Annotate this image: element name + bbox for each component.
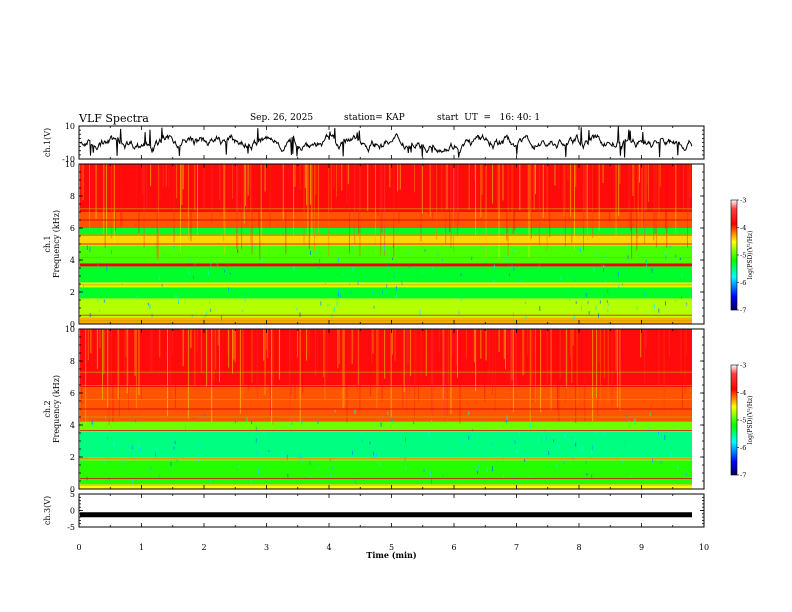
station-label: station= KAP [344, 113, 405, 123]
ch1-spectrogram-ytick-3: 6 [70, 224, 75, 233]
ch1-spectrogram-colorbar-tick-4: -7 [740, 307, 746, 315]
xtick-label-4: 4 [326, 543, 331, 552]
ch2-spectrogram-ytick-0: 0 [70, 485, 75, 494]
xtick-label-9: 9 [639, 543, 644, 552]
ch1-series-line [79, 126, 693, 158]
ch1-spectrogram-band-10 [80, 164, 692, 212]
ch1-spectrogram-ytick-2: 4 [70, 256, 75, 265]
ch3-waveform-ytick-1: 0 [70, 507, 75, 516]
ch1-spectrogram-colorbar [730, 199, 738, 311]
ch1-ylabel: ch.1(V) [43, 128, 52, 157]
ch3-waveform-ytick-0: 5 [70, 490, 75, 499]
ch1-spectrogram-colorbar-tick-2: -5 [740, 252, 746, 260]
ch2-spectrogram-sferics [80, 329, 692, 486]
ch2-spectrogram-band-1 [80, 460, 692, 485]
ch2-spectrogram-ytick-4: 8 [70, 357, 75, 366]
ch2-spectrogram-colorbar-tick-1: -4 [740, 389, 746, 397]
date-label: Sep. 26, 2025 [250, 113, 314, 123]
ch1-spectrogram-band-6 [80, 245, 692, 264]
xtick-label-6: 6 [451, 543, 456, 552]
ch2-spectrogram-ytick-3: 6 [70, 389, 75, 398]
x-axis-label: Time (min) [366, 550, 416, 560]
ch1-spectrogram-band-1 [80, 298, 692, 318]
ch1-spectrogram-colorbar-label: log(PSD)(V²/Hz) [747, 231, 754, 280]
ch1-spectrogram-band-8 [80, 228, 692, 236]
ch1-spectrogram-ytick-4: 8 [70, 192, 75, 201]
ch2-spectrogram-colorbar-tick-3: -6 [740, 444, 746, 452]
xtick-label-2: 2 [201, 543, 206, 552]
ch2-spectrogram-ytick-2: 4 [70, 421, 75, 430]
ch2-spectrogram-ytick-5: 10 [65, 325, 75, 334]
ch1-waveform-ytick-1: -10 [62, 155, 75, 164]
ch2-spectrogram-colorbar-tick-0: -3 [740, 362, 746, 370]
ch1-spectrogram-sferics [80, 164, 692, 322]
plot-title: VLF Spectra [79, 112, 149, 125]
ch1-spectrogram-colorbar-tick-0: -3 [740, 197, 746, 205]
xtick-label-5: 5 [389, 543, 394, 552]
ch1-spectrogram-ytick-5: 10 [65, 160, 75, 169]
ch2-spectrogram-band-5 [80, 385, 692, 422]
ch2-spectrogram-band-4 [80, 421, 692, 432]
xtick-label-3: 3 [264, 543, 269, 552]
ch3-waveform-frame [78, 493, 705, 528]
ch2-spectrogram-band-3 [80, 431, 692, 457]
xtick-label-7: 7 [514, 543, 519, 552]
xtick-label-8: 8 [576, 543, 581, 552]
start-ut-label: start UT = 16: 40: 1 [437, 113, 541, 123]
xtick-label-1: 1 [139, 543, 144, 552]
ch2-spectrogram-colorbar-tick-2: -5 [740, 417, 746, 425]
ch1-spectrogram-ytick-0: 0 [70, 320, 75, 329]
ch1-spectrogram-band-4 [80, 266, 692, 283]
ch1-spectrogram-colorbar-tick-3: -6 [740, 279, 746, 287]
ch2-spectrogram-ytick-1: 2 [70, 453, 75, 462]
ch1-spectrogram-ytick-1: 2 [70, 288, 75, 297]
ch2-spectrogram-colorbar [730, 364, 738, 476]
ch3-waveform-ytick-2: -5 [67, 523, 75, 532]
ch3-ylabel: ch.3(V) [43, 496, 52, 525]
ch1-spectrogram-band-7 [80, 236, 692, 246]
ch2-spectrogram-band-6 [80, 329, 692, 385]
ch2-spec-ylabel: ch.2Frequency (kHz) [43, 375, 61, 443]
xtick-label-10: 10 [699, 543, 709, 552]
ch1-spec-ylabel: ch.1Frequency (kHz) [43, 210, 61, 278]
ch1-waveform-frame [78, 125, 705, 160]
ch2-spectrogram-band-0 [80, 484, 692, 489]
xtick-label-0: 0 [76, 543, 81, 552]
ch1-spectrogram-colorbar-tick-1: -4 [740, 224, 746, 232]
ch2-spectrogram-colorbar-label: log(PSD)(V²/Hz) [747, 396, 754, 445]
ch1-waveform-ytick-0: 10 [65, 122, 75, 131]
ch2-spectrogram-colorbar-tick-4: -7 [740, 472, 746, 480]
